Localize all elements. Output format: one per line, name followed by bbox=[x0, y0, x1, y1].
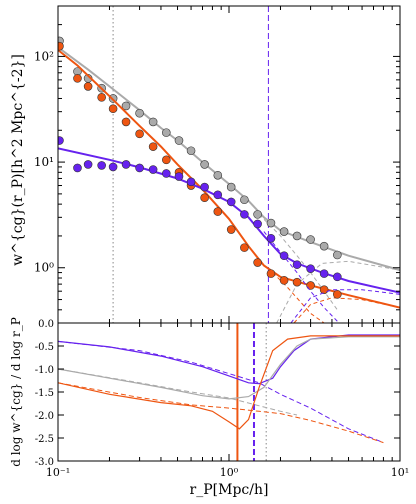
y-tick-label: 10² bbox=[34, 49, 54, 63]
y-tick-label: -3.0 bbox=[35, 457, 54, 468]
data-point bbox=[97, 93, 106, 102]
data-point bbox=[226, 182, 236, 192]
data-point bbox=[213, 170, 223, 180]
data-point bbox=[319, 285, 329, 294]
data-point bbox=[97, 161, 106, 170]
component-curve bbox=[290, 289, 400, 323]
fit-curve bbox=[58, 46, 400, 272]
data-point bbox=[135, 129, 144, 139]
y-tick-label: -0.5 bbox=[35, 342, 54, 353]
y-tick-label: 10⁰ bbox=[34, 261, 54, 275]
data-point bbox=[266, 269, 276, 278]
data-point bbox=[306, 264, 315, 273]
data-point bbox=[240, 210, 249, 219]
data-point bbox=[162, 169, 171, 178]
component-curve bbox=[276, 260, 400, 323]
data-point bbox=[148, 142, 158, 151]
data-point bbox=[319, 269, 329, 278]
component-curve bbox=[293, 297, 400, 323]
data-point bbox=[135, 108, 144, 118]
component-curve bbox=[263, 231, 340, 323]
data-point bbox=[83, 82, 93, 91]
data-point bbox=[200, 182, 209, 192]
data-point bbox=[240, 195, 249, 205]
x-tick-label: 10⁻¹ bbox=[46, 466, 70, 479]
y-tick-label: -2.5 bbox=[35, 434, 54, 445]
data-point bbox=[266, 233, 276, 243]
data-point bbox=[200, 160, 209, 169]
data-point bbox=[319, 241, 329, 251]
data-point bbox=[174, 136, 184, 145]
data-point bbox=[306, 235, 315, 244]
x-tick-label: 10¹ bbox=[391, 466, 409, 479]
data-point bbox=[333, 272, 342, 282]
data-point bbox=[253, 219, 262, 229]
data-point bbox=[58, 136, 64, 145]
bottom-panel-ticks: 10⁻¹ 10⁰ 10¹ 0.0 -0.5 -1.0 -1.5 -2.0 -2.5 -3.0 bbox=[35, 319, 410, 479]
data-point bbox=[83, 160, 93, 169]
data-point bbox=[162, 155, 171, 165]
data-point bbox=[135, 163, 144, 173]
data-point bbox=[148, 165, 158, 174]
y-tick-label: 10¹ bbox=[34, 155, 54, 169]
data-point bbox=[121, 101, 131, 111]
top-panel-frame bbox=[57, 5, 401, 324]
data-point bbox=[186, 146, 196, 156]
component-curve bbox=[258, 214, 338, 311]
data-point bbox=[253, 258, 262, 267]
y-tick-label: 0.0 bbox=[38, 319, 54, 330]
data-point bbox=[333, 250, 342, 260]
y-tick-label: -1.0 bbox=[35, 365, 54, 376]
data-point bbox=[73, 74, 82, 83]
data-point bbox=[279, 251, 289, 261]
slope-curve bbox=[58, 335, 400, 430]
data-point bbox=[186, 177, 196, 187]
data-point bbox=[292, 277, 302, 287]
bottom-y-axis-label: d log w^{cg} / d log r_P bbox=[9, 317, 23, 467]
data-point bbox=[226, 197, 236, 207]
data-point bbox=[266, 218, 276, 228]
top-panel-data bbox=[58, 6, 400, 323]
top-y-axis-label: w^{cg}(r_P)[h^2 Mpc^{-2}] bbox=[10, 54, 26, 266]
data-point bbox=[108, 104, 118, 114]
data-point bbox=[58, 41, 64, 51]
data-point bbox=[148, 117, 158, 127]
slope-curve bbox=[58, 334, 400, 385]
data-point bbox=[253, 210, 262, 219]
data-point bbox=[213, 190, 223, 200]
slope-dashed-curve bbox=[58, 340, 384, 444]
data-point bbox=[306, 281, 315, 290]
slope-curve bbox=[58, 336, 400, 400]
data-point bbox=[292, 231, 302, 241]
data-point bbox=[121, 160, 131, 169]
data-point bbox=[333, 290, 342, 299]
data-point bbox=[73, 163, 82, 173]
data-point bbox=[108, 162, 118, 172]
data-point bbox=[213, 207, 223, 216]
data-point bbox=[292, 260, 302, 269]
x-tick-label: 10⁰ bbox=[220, 466, 239, 479]
slope-dashed-curve bbox=[58, 368, 298, 416]
slope-dashed-curve bbox=[58, 382, 384, 444]
data-point bbox=[279, 276, 289, 285]
data-point bbox=[174, 172, 184, 181]
y-tick-label: -1.5 bbox=[35, 388, 54, 399]
data-point bbox=[121, 117, 131, 127]
x-axis-label: r_P[Mpc/h] bbox=[190, 482, 269, 498]
data-point bbox=[226, 225, 236, 234]
data-point bbox=[162, 128, 171, 137]
data-point bbox=[200, 193, 209, 203]
fit-curve bbox=[58, 49, 400, 309]
data-point bbox=[279, 227, 289, 236]
y-tick-label: -2.0 bbox=[35, 411, 54, 422]
data-point bbox=[240, 243, 249, 252]
bottom-panel-data bbox=[58, 323, 400, 461]
